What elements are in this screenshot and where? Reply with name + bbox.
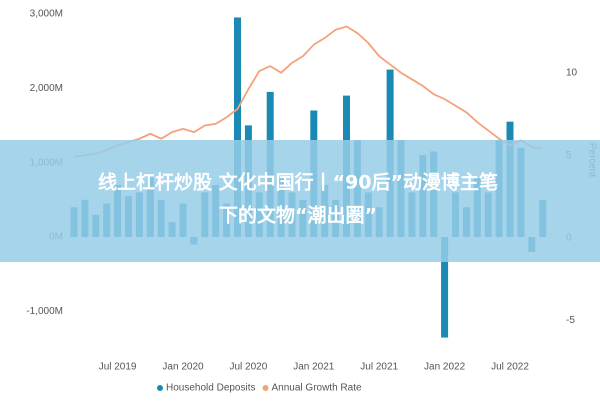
banner [0,140,600,262]
y-tick-label: 2,000M [30,83,63,94]
legend-label: Household Deposits [166,383,256,394]
legend-marker [157,385,163,391]
x-tick-label: Jan 2021 [293,362,335,373]
x-tick-label: Jul 2019 [99,362,137,373]
banner-line: 下的文物“潮出圈” [219,204,377,227]
legend-marker [262,385,269,391]
x-tick-label: Jul 2021 [360,362,398,373]
x-tick-label: Jul 2022 [491,362,529,373]
y2-tick-label: 10 [566,67,578,78]
x-tick-label: Jul 2020 [229,362,267,373]
y-tick-label: 3,000M [30,8,63,19]
bar [234,17,241,238]
x-tick-label: Jan 2020 [162,362,204,373]
y-tick-label: -1,000M [26,306,63,317]
legend-label: Annual Growth Rate [272,383,362,394]
y2-tick-label: -5 [566,315,575,326]
line [73,25,543,158]
x-tick-label: Jan 2022 [424,362,466,373]
bar [441,237,449,338]
banner-line: 线上杠杆炒股 文化中国行丨“90后”动漫博主笔 [98,171,498,194]
